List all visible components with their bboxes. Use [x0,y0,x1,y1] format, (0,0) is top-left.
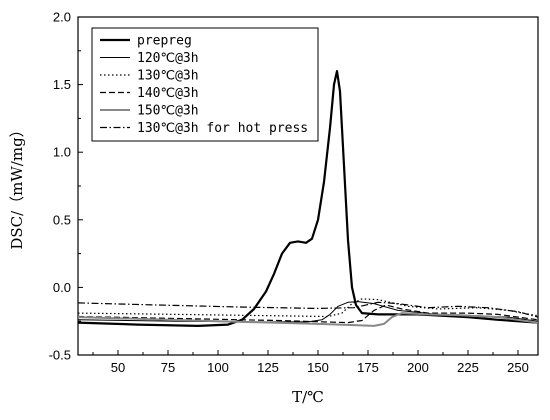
series-line-3 [78,304,538,324]
y-tick-label-4: 1.5 [53,77,71,92]
x-tick-label-4: 150 [307,360,329,375]
x-tick-label-3: 125 [257,360,279,375]
x-tick-label-8: 250 [507,360,529,375]
legend-label-5: 130℃@3h for hot press [137,121,308,136]
legend-label-4: 150℃@3h [137,104,199,119]
y-tick-label-0: -0.5 [49,348,71,363]
legend-label-3: 140℃@3h [137,86,199,101]
x-tick-label-5: 175 [357,360,379,375]
y-tick-label-5: 2.0 [53,10,71,25]
x-axis-label: T/℃ [292,388,324,406]
x-tick-label-1: 75 [161,360,175,375]
legend-box [91,27,319,142]
y-tick-label-1: 0.0 [53,280,71,295]
series-line-2 [78,298,538,318]
series-line-5 [78,301,538,318]
x-tick-label-6: 200 [407,360,429,375]
x-tick-label-2: 100 [207,360,229,375]
legend-label-0: prepreg [137,34,192,49]
y-tick-label-2: 0.5 [53,212,71,227]
x-tick-label-7: 225 [457,360,479,375]
legend-label-1: 120℃@3h [137,51,199,66]
legend-label-2: 130℃@3h [137,69,199,84]
y-axis-label: DSC/（mW/mg） [8,122,26,249]
series-line-4 [78,312,538,327]
series-group [78,70,538,327]
x-tick-label-0: 50 [111,360,125,375]
series-line-0 [78,70,538,327]
y-tick-label-3: 1.0 [53,145,71,160]
